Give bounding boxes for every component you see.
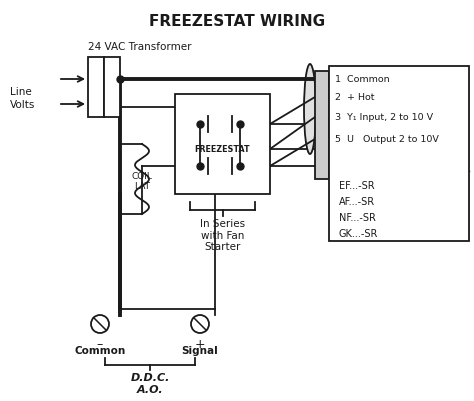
Text: GK...-SR: GK...-SR [339,229,378,239]
Bar [104,58,120,118]
Text: Signal: Signal [182,345,219,355]
Text: Common: Common [74,345,126,355]
Text: +: + [195,337,205,350]
Text: COIL
LAT: COIL LAT [132,172,153,191]
Bar [88,58,104,118]
Text: 2  + Hot: 2 + Hot [335,93,374,102]
Bar [329,67,469,241]
Bar [315,72,329,180]
Text: Line: Line [10,87,32,97]
Text: 24 VAC Transformer: 24 VAC Transformer [88,42,191,52]
Text: In Series
with Fan
Starter: In Series with Fan Starter [200,219,245,251]
Text: A.O.: A.O. [137,384,164,394]
Text: NF...-SR: NF...-SR [339,213,376,223]
Text: FREEZESTAT WIRING: FREEZESTAT WIRING [149,14,325,29]
Text: FREEZESTAT: FREEZESTAT [195,145,250,154]
Text: –: – [97,337,103,350]
Text: 1  Common: 1 Common [335,75,390,84]
Text: AF...-SR: AF...-SR [339,196,375,207]
Text: D.D.C.: D.D.C. [130,372,170,382]
Ellipse shape [304,65,316,155]
Text: EF...-SR: EF...-SR [339,180,374,190]
Text: 5  U   Output 2 to 10V: 5 U Output 2 to 10V [335,135,439,144]
Text: Volts: Volts [10,100,36,110]
Bar [175,95,270,194]
Text: 3  Y₁ Input, 2 to 10 V: 3 Y₁ Input, 2 to 10 V [335,113,433,122]
